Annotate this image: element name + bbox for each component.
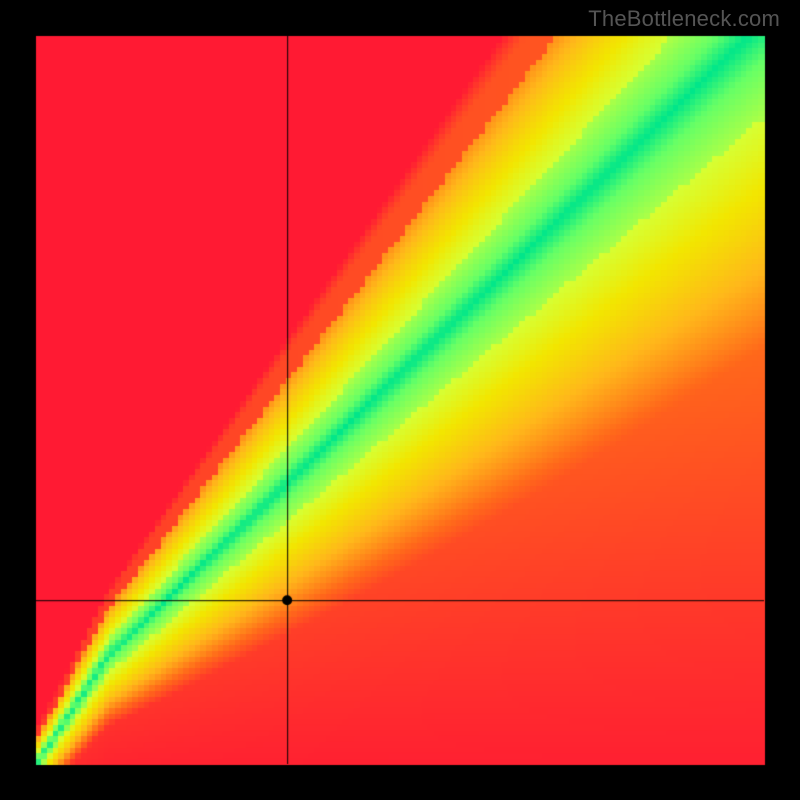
bottleneck-heatmap (0, 0, 800, 800)
watermark-text: TheBottleneck.com (588, 6, 780, 32)
chart-container: { "watermark": "TheBottleneck.com", "can… (0, 0, 800, 800)
